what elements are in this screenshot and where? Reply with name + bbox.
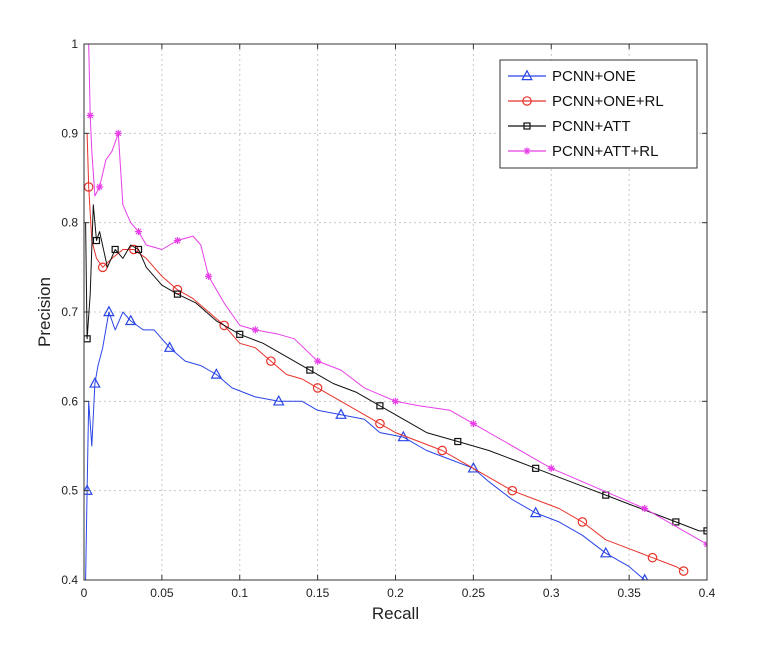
series-line: [85, 204, 707, 532]
data-point-marker: [376, 402, 384, 410]
x-tick-label: 0.2: [387, 586, 404, 600]
data-point-marker: [375, 418, 385, 429]
x-axis-label: Recall: [372, 604, 419, 623]
legend-swatch-marker: [522, 96, 532, 106]
data-point-marker: [454, 437, 462, 446]
data-point-marker: [251, 326, 259, 334]
x-tick-label: 0: [81, 586, 88, 600]
data-point-marker: [599, 546, 612, 558]
legend-item: PCNN+ONE: [508, 68, 636, 85]
series-line: [88, 44, 707, 545]
data-point-marker: [647, 552, 658, 563]
legend-label: PCNN+ONE+RL: [552, 93, 664, 110]
data-point-marker: [314, 357, 322, 365]
legend-swatch-marker: [523, 122, 531, 130]
x-tick-label: 0.4: [699, 586, 716, 600]
data-point-marker: [173, 290, 182, 298]
x-tick-label: 0.35: [617, 586, 641, 600]
data-point-marker: [266, 356, 276, 366]
x-tick-label: 0.15: [306, 586, 330, 600]
data-point-marker: [114, 129, 122, 137]
x-tick-label: 0.3: [543, 586, 560, 600]
data-point-marker: [95, 183, 104, 191]
y-tick-label: 0.4: [61, 573, 78, 587]
legend-box: [499, 59, 698, 169]
data-point-marker: [306, 366, 314, 374]
series-pcnn-att: [84, 204, 707, 535]
legend-swatch-marker: [523, 147, 531, 155]
data-point-marker: [236, 330, 244, 338]
data-point-marker: [272, 394, 285, 406]
data-point-marker: [547, 464, 555, 472]
y-tick-label: 0.6: [61, 394, 78, 408]
y-tick-label: 0.5: [61, 484, 78, 498]
data-point-marker: [84, 484, 93, 495]
legend-item: PCNN+ONE+RL: [508, 93, 664, 110]
data-point-marker: [103, 305, 115, 317]
y-axis-label: Precision: [35, 277, 54, 347]
data-point-marker: [111, 245, 119, 254]
data-point-marker: [97, 262, 108, 273]
data-point-marker: [89, 377, 101, 388]
data-point-marker: [703, 540, 707, 548]
data-point-marker: [391, 397, 400, 405]
data-point-marker: [205, 272, 213, 280]
data-point-marker: [437, 445, 448, 456]
data-point-marker: [86, 111, 94, 120]
data-point-marker: [92, 236, 101, 245]
y-tick-label: 0.9: [61, 126, 78, 140]
data-point-marker: [577, 517, 588, 527]
series-pcnn-att-rl: [86, 44, 707, 548]
ticks: 0 0.05 0.1 0.15 0.2 0.25 0.3 0.35 0.4 0.4 0.5 0.6 0.…: [61, 37, 715, 600]
data-point-marker: [335, 408, 347, 419]
legend: PCNN+ONE PCNN+ONE+RL PCNN+ATT PCNN+ATT+RL: [499, 59, 698, 169]
y-tick-label: 1: [71, 37, 78, 51]
series-line: [85, 311, 646, 580]
series-line: [86, 133, 684, 572]
x-tick-label: 0.25: [462, 586, 486, 600]
data-point-marker: [210, 368, 223, 379]
legend-label: PCNN+ATT: [552, 118, 630, 135]
x-tick-label: 0.1: [231, 586, 248, 600]
x-tick-label: 0.05: [150, 586, 174, 600]
data-point-marker: [163, 341, 176, 352]
data-point-marker: [173, 236, 182, 245]
legend-label: PCNN+ONE: [552, 68, 636, 85]
data-point-marker: [507, 485, 518, 496]
series-layer: [84, 44, 707, 580]
data-point-marker: [703, 527, 707, 535]
data-point-marker: [134, 228, 143, 236]
series-pcnn-one: [84, 305, 649, 580]
data-point-marker: [124, 314, 137, 326]
data-point-marker: [529, 506, 542, 518]
data-point-marker: [641, 504, 649, 513]
legend-item: PCNN+ATT: [508, 118, 630, 135]
data-point-marker: [469, 420, 477, 428]
data-point-marker: [641, 573, 649, 580]
y-tick-label: 0.7: [61, 305, 78, 319]
data-point-marker: [532, 464, 540, 472]
series-pcnn-one-rl: [84, 133, 689, 576]
legend-swatch-marker: [521, 69, 533, 81]
legend-label: PCNN+ATT+RL: [552, 143, 658, 160]
data-point-marker: [678, 566, 689, 576]
data-point-marker: [672, 518, 680, 526]
data-point-marker: [219, 320, 229, 331]
data-point-marker: [312, 383, 323, 393]
y-tick-label: 0.8: [61, 216, 78, 230]
data-point-marker: [134, 245, 143, 254]
legend-item: PCNN+ATT+RL: [508, 143, 658, 160]
